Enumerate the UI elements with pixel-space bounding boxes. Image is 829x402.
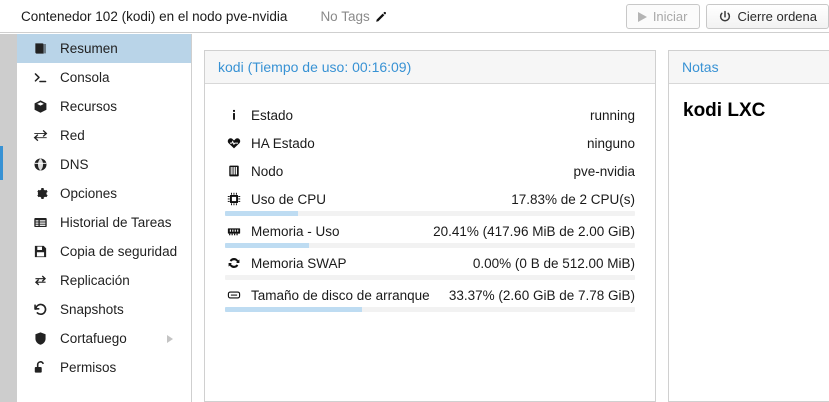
status-panel-body: Estado running HA Estado ninguno bbox=[205, 84, 655, 312]
notes-panel-header: Notas bbox=[669, 51, 829, 84]
play-icon bbox=[637, 11, 647, 22]
page-title: Contenedor 102 (kodi) en el nodo pve-nvi… bbox=[21, 8, 288, 24]
swap-icon bbox=[225, 255, 242, 272]
status-row-memoria-swap: Memoria SWAP 0.00% (0 B de 512.00 MiB) bbox=[225, 249, 635, 277]
status-row-memoria-uso: Memoria - Uso 20.41% (417.96 MiB de 2.00… bbox=[225, 217, 635, 245]
sidebar-item-dns[interactable]: DNS bbox=[17, 150, 191, 179]
meter-track bbox=[225, 275, 635, 280]
sidebar-item-label: Opciones bbox=[60, 186, 118, 201]
sidebar-item-label: Snapshots bbox=[60, 302, 124, 317]
sidebar-item-label: Recursos bbox=[60, 99, 118, 114]
status-row-value: 0.00% (0 B de 512.00 MiB) bbox=[472, 255, 635, 271]
cpu-usage-meter bbox=[225, 211, 635, 216]
start-button[interactable]: Iniciar bbox=[625, 4, 700, 29]
sidebar-item-copia-de-seguridad[interactable]: Copia de seguridad bbox=[17, 237, 191, 266]
status-row-label: HA Estado bbox=[251, 135, 315, 151]
sidebar-item-opciones[interactable]: Opciones bbox=[17, 179, 191, 208]
shutdown-button-label: Cierre ordena bbox=[737, 9, 818, 24]
terminal-icon bbox=[32, 69, 49, 86]
meter-fill bbox=[225, 211, 299, 216]
sidebar-item-replicacion[interactable]: Replicación bbox=[17, 266, 191, 295]
meter-fill bbox=[225, 243, 309, 248]
sidebar-item-label: Copia de seguridad bbox=[60, 244, 178, 259]
status-row-label: Nodo bbox=[251, 163, 284, 179]
status-row-value: pve-nvidia bbox=[573, 163, 635, 179]
status-row-estado: Estado running bbox=[225, 101, 635, 129]
replicate-icon bbox=[32, 272, 49, 289]
top-bar-actions: Iniciar Cierre ordena bbox=[625, 4, 829, 29]
status-row-value: 20.41% (417.96 MiB de 2.00 GiB) bbox=[433, 223, 635, 239]
tags-label: No Tags bbox=[320, 8, 370, 24]
chevron-right-icon bbox=[167, 334, 173, 343]
sidebar-item-permisos[interactable]: Permisos bbox=[17, 353, 191, 382]
notes-panel: Notas kodi LXC bbox=[668, 50, 829, 402]
content-area: kodi (Tiempo de uso: 00:16:09) Estado ru… bbox=[193, 34, 829, 402]
heart-icon bbox=[225, 135, 242, 152]
sidebar-item-label: Consola bbox=[60, 70, 110, 85]
start-button-label: Iniciar bbox=[652, 9, 688, 24]
status-panel-header: kodi (Tiempo de uso: 00:16:09) bbox=[205, 51, 655, 84]
sidebar-item-historial-de-tareas[interactable]: Historial de Tareas bbox=[17, 208, 191, 237]
sidebar-item-consola[interactable]: Consola bbox=[17, 63, 191, 92]
globe-icon bbox=[32, 156, 49, 173]
shield-icon bbox=[32, 330, 49, 347]
server-icon bbox=[225, 163, 242, 180]
cpu-icon bbox=[225, 191, 242, 208]
cube-icon bbox=[32, 98, 49, 115]
book-icon bbox=[32, 40, 49, 57]
status-row-label: Memoria SWAP bbox=[251, 255, 347, 271]
meter-fill bbox=[225, 307, 362, 312]
sidebar-item-label: Historial de Tareas bbox=[60, 215, 172, 230]
sidebar-item-cortafuego[interactable]: Cortafuego bbox=[17, 324, 191, 353]
status-row-label: Uso de CPU bbox=[251, 191, 327, 207]
memory-icon bbox=[225, 223, 242, 240]
status-row-value: 17.83% de 2 CPU(s) bbox=[511, 191, 635, 207]
sidebar-item-snapshots[interactable]: Snapshots bbox=[17, 295, 191, 324]
gear-icon bbox=[32, 185, 49, 202]
meter-track bbox=[225, 243, 635, 248]
sidebar-item-recursos[interactable]: Recursos bbox=[17, 92, 191, 121]
list-icon bbox=[32, 214, 49, 231]
meter-track bbox=[225, 211, 635, 216]
disk-icon bbox=[225, 287, 242, 304]
status-row-nodo: Nodo pve-nvidia bbox=[225, 157, 635, 185]
unlock-icon bbox=[32, 359, 49, 376]
info-icon bbox=[225, 107, 242, 124]
tags-control[interactable]: No Tags bbox=[320, 9, 386, 24]
sidebar-item-label: Cortafuego bbox=[60, 331, 127, 346]
disk-usage-meter bbox=[225, 307, 635, 312]
shutdown-button[interactable]: Cierre ordena bbox=[705, 4, 829, 29]
sidebar-item-label: Red bbox=[60, 128, 85, 143]
status-row-value: running bbox=[589, 107, 635, 123]
top-bar: Contenedor 102 (kodi) en el nodo pve-nvi… bbox=[0, 0, 829, 33]
sidebar-item-label: Resumen bbox=[60, 41, 118, 56]
sidebar-item-resumen[interactable]: Resumen bbox=[17, 34, 191, 63]
floppy-icon bbox=[32, 243, 49, 260]
pencil-icon[interactable] bbox=[374, 11, 387, 24]
sidebar-item-label: Replicación bbox=[60, 273, 130, 288]
meter-track bbox=[225, 307, 635, 312]
sidebar-item-label: Permisos bbox=[60, 360, 117, 375]
history-icon bbox=[32, 301, 49, 318]
status-row-ha-estado: HA Estado ninguno bbox=[225, 129, 635, 157]
sidebar-nav: Resumen Consola Recursos bbox=[17, 34, 192, 402]
tree-selection-indicator bbox=[0, 146, 3, 180]
status-row-value: ninguno bbox=[586, 135, 635, 151]
sidebar-item-label: DNS bbox=[60, 157, 89, 172]
notes-panel-body[interactable]: kodi LXC bbox=[683, 100, 766, 121]
status-row-label: Tamaño de disco de arranque bbox=[251, 287, 430, 303]
network-icon bbox=[32, 127, 49, 144]
sidebar-item-red[interactable]: Red bbox=[17, 121, 191, 150]
status-row-uso-de-cpu: Uso de CPU 17.83% de 2 CPU(s) bbox=[225, 185, 635, 213]
tree-edge-strip bbox=[0, 34, 17, 402]
status-row-value: 33.37% (2.60 GiB de 7.78 GiB) bbox=[448, 287, 635, 303]
power-icon bbox=[718, 10, 732, 24]
status-panel: kodi (Tiempo de uso: 00:16:09) Estado ru… bbox=[204, 50, 656, 402]
status-row-label: Memoria - Uso bbox=[251, 223, 340, 239]
swap-usage-meter bbox=[225, 275, 635, 280]
memory-usage-meter bbox=[225, 243, 635, 248]
status-row-label: Estado bbox=[251, 107, 294, 123]
status-row-tamano-de-disco: Tamaño de disco de arranque 33.37% (2.60… bbox=[225, 281, 635, 309]
